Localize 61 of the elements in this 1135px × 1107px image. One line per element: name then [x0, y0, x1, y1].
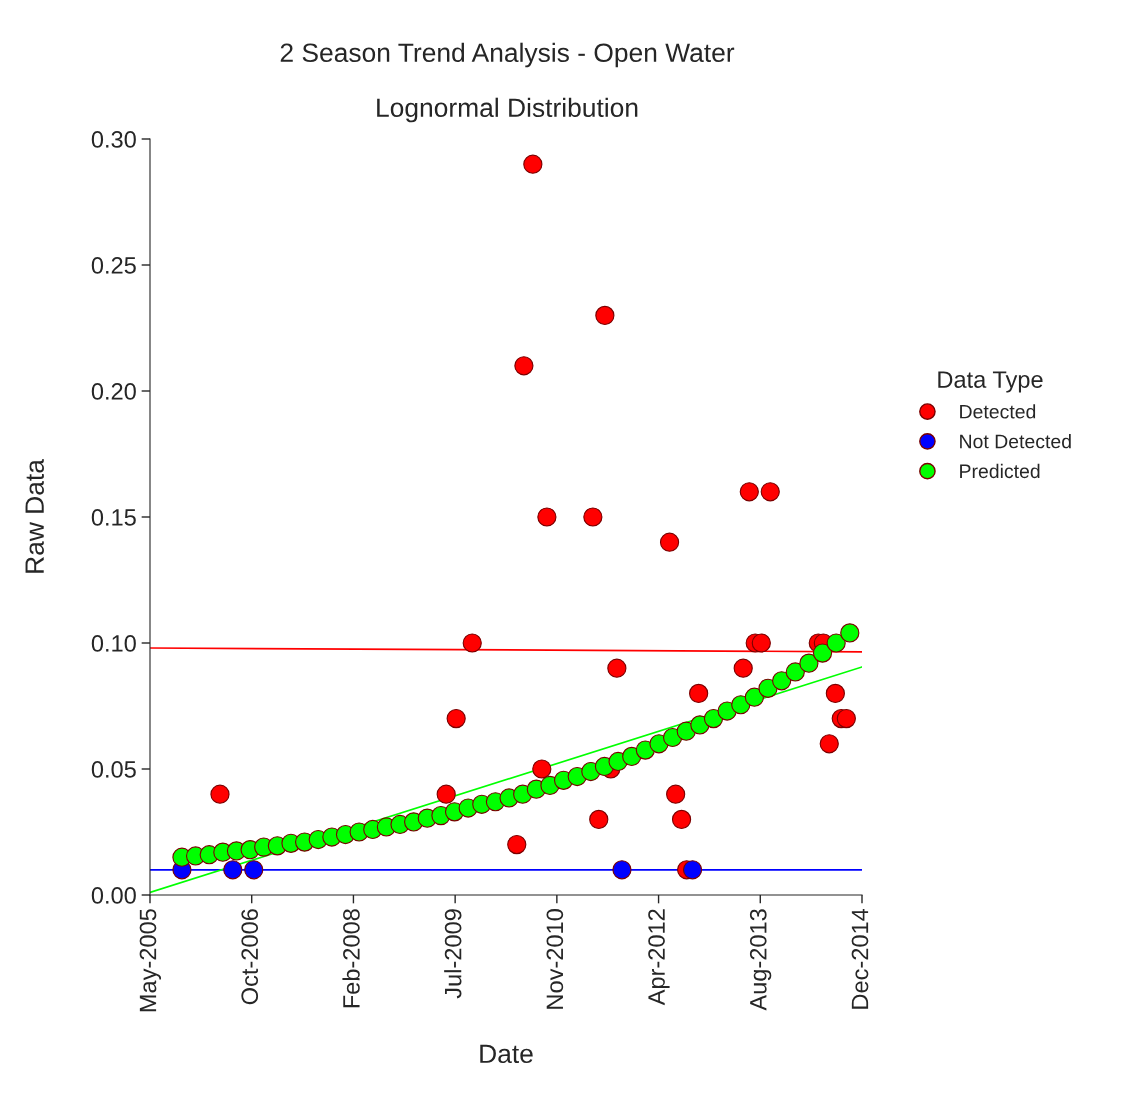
y-tick-label: 0.25 [91, 257, 136, 274]
point [760, 482, 780, 502]
x-tick-label: Nov-2010 [546, 909, 564, 1009]
point [751, 633, 771, 653]
point [689, 683, 709, 704]
chart-title: 2 Season Trend Analysis - Open Water [280, 42, 735, 68]
point [532, 759, 552, 779]
point [671, 809, 692, 830]
point [244, 860, 264, 880]
y-tick-label: 0.15 [91, 509, 136, 526]
x-tick-label: May-2005 [139, 909, 161, 1012]
point [836, 708, 856, 729]
point [733, 658, 753, 678]
x-tick-label: Jul-2009 [444, 909, 462, 999]
point [744, 687, 764, 707]
point [595, 305, 615, 326]
point [739, 482, 759, 502]
legend-label: Detected [960, 404, 1036, 419]
point [731, 695, 751, 715]
point [514, 356, 534, 376]
point [537, 507, 557, 527]
point [210, 784, 230, 804]
legend-label: Predicted [960, 463, 1040, 479]
y-tick-label: 0.05 [91, 761, 136, 778]
point [223, 860, 243, 880]
point [659, 532, 680, 552]
point [758, 678, 778, 698]
point [462, 633, 482, 653]
point [819, 734, 839, 754]
y-tick-label: 0.10 [91, 635, 136, 652]
legend-label: Not Detected [960, 434, 1071, 449]
point [583, 507, 603, 527]
y-tick-label: 0.20 [91, 383, 136, 400]
point [589, 809, 609, 830]
point [436, 784, 456, 804]
point [682, 860, 703, 880]
point [825, 683, 845, 704]
y-axis-title: Raw Data [25, 459, 44, 573]
point [826, 633, 846, 653]
x-tick-label: Apr-2012 [648, 909, 670, 1006]
point [607, 658, 627, 678]
point [812, 643, 833, 663]
point [612, 860, 632, 880]
y-tick-label: 0.30 [91, 131, 136, 148]
y-tick-label: 0.00 [91, 887, 136, 904]
legend-title: Data Type [938, 371, 1043, 393]
x-tick-label: Aug-2013 [749, 909, 772, 1011]
point [446, 708, 466, 729]
x-tick-label: Feb-2008 [342, 909, 360, 1008]
x-axis-title: Date [480, 1044, 533, 1064]
point [703, 708, 724, 729]
x-tick-label: Oct-2006 [241, 909, 259, 1005]
point [507, 834, 527, 855]
x-tick-label: Dec-2014 [851, 908, 869, 1009]
point [523, 154, 543, 174]
point [666, 784, 686, 804]
chart-subtitle: Lognormal Distribution [377, 97, 638, 123]
point [799, 653, 819, 673]
point [840, 623, 860, 643]
point [772, 671, 792, 691]
point [785, 662, 805, 682]
